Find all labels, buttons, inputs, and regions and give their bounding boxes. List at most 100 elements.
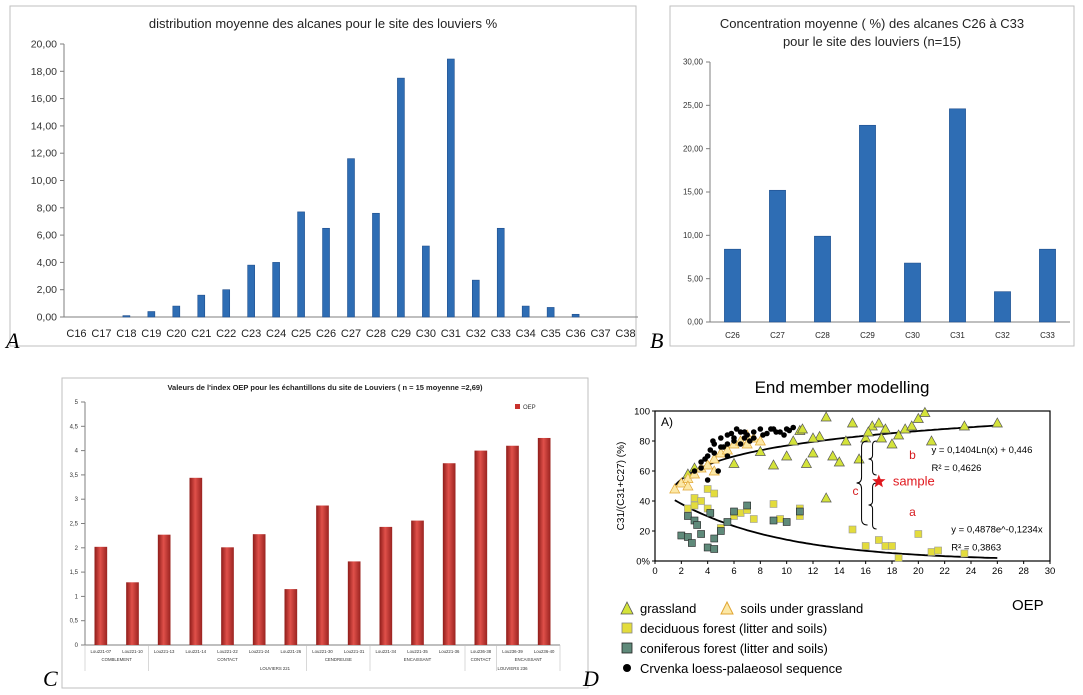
d-point-deciduous — [882, 543, 889, 550]
a-xtick-label: C35 — [541, 328, 561, 340]
a-bar — [123, 316, 130, 317]
d-xtick-label: 20 — [913, 566, 924, 577]
c-ytick-label: 1,5 — [70, 570, 79, 576]
a-ytick-label: 4,00 — [37, 257, 58, 269]
b-title: pour le site des louviers (n=15) — [783, 34, 961, 49]
c-bar — [506, 446, 519, 645]
a-bar — [397, 78, 404, 317]
legend-row-2: deciduous forest (litter and soils) — [620, 618, 863, 638]
d-point-deciduous — [935, 547, 942, 554]
a-xtick-label: C28 — [366, 328, 386, 340]
d-fit-log-equation: y = 0,1404Ln(x) + 0,446 — [932, 445, 1033, 456]
d-point-crvenka — [768, 426, 774, 432]
d-point-crvenka — [702, 456, 708, 462]
a-bar — [447, 59, 454, 317]
d-point-deciduous — [895, 555, 902, 562]
d-point-crvenka — [734, 426, 740, 432]
panel-label-a: A — [6, 330, 19, 352]
a-xtick-label: C36 — [566, 328, 586, 340]
d-point-deciduous — [691, 502, 698, 509]
d-xtick-label: 10 — [781, 566, 792, 577]
legend-deciduous-icon — [620, 621, 634, 635]
b-bar — [904, 263, 920, 322]
d-xtick-label: 2 — [679, 566, 684, 577]
c-bar — [95, 547, 108, 645]
d-ytick-label: 60 — [639, 467, 650, 478]
d-xtick-label: 22 — [939, 566, 950, 577]
d-xtick-label: 14 — [834, 566, 845, 577]
panel-label-b: B — [650, 330, 663, 352]
c-bar — [253, 534, 266, 645]
d-point-deciduous — [849, 526, 856, 533]
c-group-label: CONTACT — [217, 657, 238, 662]
a-xtick-label: C20 — [166, 328, 186, 340]
d-point-coniferous — [688, 540, 695, 547]
d-point-crvenka — [711, 450, 717, 456]
d-point-coniferous — [707, 510, 714, 517]
b-xtick-label: C32 — [995, 331, 1010, 340]
d-point-deciduous — [698, 498, 705, 505]
a-bar — [572, 314, 579, 317]
c-ytick-label: 4,5 — [70, 424, 79, 430]
a-bar — [323, 228, 330, 317]
c-xtick-label: Lou221-36 — [439, 649, 460, 654]
d-point-crvenka — [781, 432, 787, 438]
b-xtick-label: C26 — [725, 331, 740, 340]
panel-a: distribution moyenne des alcanes pour le… — [0, 0, 640, 355]
d-point-crvenka — [758, 426, 764, 432]
legend-row-1: grassland soils under grassland — [620, 598, 863, 618]
c-xtick-label: Lou236-40 — [534, 649, 555, 654]
d-point-deciduous — [770, 501, 777, 508]
d-point-crvenka — [787, 428, 793, 434]
a-xtick-label: C24 — [266, 328, 286, 340]
a-ytick-label: 14,00 — [31, 120, 57, 132]
d-fit-log-r2: R² = 0,4626 — [932, 463, 982, 474]
d-title: End member modelling — [755, 378, 930, 397]
a-bar — [422, 246, 429, 317]
d-ytick-label: 80 — [639, 437, 650, 448]
legend-deciduous-label: deciduous forest (litter and soils) — [640, 621, 827, 636]
b-bar — [949, 109, 965, 322]
c-bar — [190, 478, 203, 645]
c-bar — [285, 589, 298, 645]
a-xtick-label: C33 — [491, 328, 511, 340]
chart-b: Concentration moyenne ( %) des alcanes C… — [650, 0, 1080, 350]
a-xtick-label: C21 — [191, 328, 211, 340]
d-xtick-label: 12 — [808, 566, 819, 577]
d-point-coniferous — [684, 513, 691, 520]
d-xtick-label: 6 — [731, 566, 736, 577]
panel-label-d: D — [583, 668, 599, 690]
c-bar — [158, 535, 171, 645]
d-point-crvenka — [773, 429, 779, 435]
d-point-coniferous — [694, 522, 701, 529]
c-bar — [443, 463, 456, 645]
b-bar — [814, 236, 830, 322]
d-point-coniferous — [698, 531, 705, 538]
d-ytick-label: 40 — [639, 497, 650, 508]
c-xtick-label: Lou221-35 — [407, 649, 428, 654]
b-ytick-label: 30,00 — [683, 58, 704, 67]
d-point-deciduous — [711, 490, 718, 497]
d-point-coniferous — [717, 528, 724, 535]
panel-label-c: C — [43, 668, 58, 690]
d-point-crvenka — [705, 477, 711, 483]
a-xtick-label: C19 — [141, 328, 161, 340]
d-fit-exp-r2: R² = 0,3863 — [951, 543, 1001, 554]
c-bar — [380, 527, 393, 645]
a-bar — [273, 262, 280, 317]
d-point-deciduous — [862, 543, 869, 550]
c-bar — [316, 506, 329, 645]
a-ytick-label: 16,00 — [31, 93, 57, 105]
d-ylabel: C31/(C31+C27) (%) — [616, 442, 627, 531]
c-ytick-label: 0,5 — [70, 619, 79, 625]
a-xtick-label: C38 — [615, 328, 635, 340]
b-xtick-label: C29 — [860, 331, 875, 340]
b-bar — [724, 249, 740, 322]
a-xtick-label: C22 — [216, 328, 236, 340]
d-annot-a: a — [909, 505, 916, 519]
c-group-label: COMBLEMENT — [102, 657, 133, 662]
d-point-deciduous — [875, 537, 882, 544]
a-bar — [547, 307, 554, 317]
c-group-label: ENCAISSANT — [515, 657, 543, 662]
d-sample-label: sample — [893, 474, 935, 489]
